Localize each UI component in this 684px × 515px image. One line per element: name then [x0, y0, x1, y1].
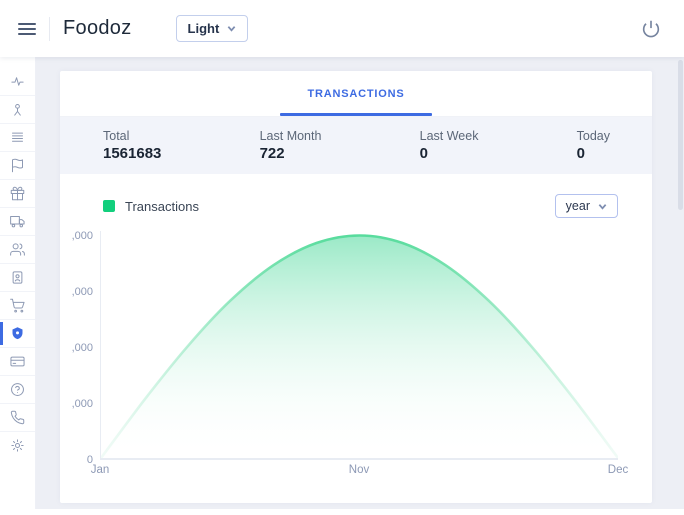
delivery-truck-icon: [10, 216, 25, 228]
sidebar-item-delivery[interactable]: [0, 207, 35, 235]
y-tick-label: ,000: [71, 229, 93, 242]
y-axis: ,000 ,000 ,000 ,000 0: [60, 229, 100, 466]
transactions-area-chart: ,000 ,000 ,000 ,000 0: [60, 229, 618, 466]
customer-icon: [14, 104, 21, 116]
plot-area: [100, 231, 618, 460]
stat-value: 0: [576, 145, 585, 162]
area-series: [101, 234, 618, 458]
y-tick-label: ,000: [71, 341, 93, 354]
page-body: TRANSACTIONS Total 1561683 Last Month 72…: [0, 57, 684, 509]
stats-row: Total 1561683 Last Month 722 Last Week 0…: [60, 117, 652, 174]
theme-dropdown[interactable]: Light: [175, 15, 249, 42]
security-shield-icon: [12, 327, 23, 340]
gift-icon: [10, 186, 25, 201]
stat-label: Total: [103, 129, 130, 143]
y-tick-label: ,000: [71, 397, 93, 410]
sidebar-item-support[interactable]: [0, 403, 35, 431]
theme-dropdown-value: Light: [187, 21, 220, 36]
chart-section: Transactions year ,000 ,000: [60, 174, 652, 503]
cart-icon: [10, 298, 25, 313]
power-icon[interactable]: [640, 18, 662, 40]
flag-icon: [12, 158, 23, 173]
stat-value: 0: [419, 145, 428, 162]
legend-label: Transactions: [125, 198, 199, 214]
sidebar-item-offers[interactable]: [0, 179, 35, 207]
y-tick-label: 0: [86, 454, 93, 466]
user-badge-icon: [12, 271, 23, 284]
chevron-down-icon: [598, 202, 607, 211]
x-tick-label: Jan: [90, 464, 110, 476]
main-content: TRANSACTIONS Total 1561683 Last Month 72…: [36, 57, 684, 509]
page-scrollbar[interactable]: [678, 60, 683, 210]
top-bar: Foodoz Light: [0, 0, 684, 57]
tab-transactions[interactable]: TRANSACTIONS: [307, 87, 405, 100]
sidebar-item-reports[interactable]: [0, 151, 35, 179]
sidebar-item-customers[interactable]: [0, 95, 35, 123]
sidebar-item-accounts[interactable]: [0, 263, 35, 291]
range-dropdown-value: year: [565, 199, 590, 213]
stat-last-week: Last Week 0: [420, 129, 479, 162]
sidebar-item-staff[interactable]: [0, 235, 35, 263]
app-title: Foodoz: [63, 17, 132, 39]
x-tick-label: Nov: [348, 464, 370, 476]
sidebar-item-help[interactable]: [0, 375, 35, 403]
range-dropdown[interactable]: year: [554, 194, 618, 218]
sidebar: [0, 57, 36, 509]
y-tick-label: ,000: [71, 285, 93, 298]
orders-list-icon: [12, 132, 23, 142]
stat-value: 1561683: [103, 145, 162, 162]
help-icon: [11, 383, 24, 396]
support-call-icon: [10, 410, 25, 425]
sidebar-item-activity[interactable]: [0, 67, 35, 95]
transactions-card: TRANSACTIONS Total 1561683 Last Month 72…: [60, 71, 652, 503]
activity-icon: [11, 76, 24, 86]
sidebar-item-cart[interactable]: [0, 291, 35, 319]
active-tab-indicator: [280, 113, 432, 116]
x-tick-label: Dec: [607, 464, 629, 476]
legend-swatch-icon: [103, 200, 115, 212]
stat-total: Total 1561683: [103, 129, 161, 162]
stat-label: Today: [576, 129, 610, 143]
stat-label: Last Week: [419, 129, 479, 143]
stat-value: 722: [259, 145, 285, 162]
payment-card-icon: [10, 356, 25, 367]
x-axis: Jan Nov Dec: [91, 464, 629, 486]
staff-icon: [10, 243, 25, 256]
stat-label: Last Month: [259, 129, 322, 143]
chart-header: Transactions year: [60, 192, 618, 220]
chevron-down-icon: [227, 24, 236, 33]
sidebar-item-security[interactable]: [0, 319, 35, 347]
sidebar-item-settings[interactable]: [0, 431, 35, 459]
topbar-divider: [49, 16, 50, 41]
stat-last-month: Last Month 722: [260, 129, 322, 162]
sidebar-item-payments[interactable]: [0, 347, 35, 375]
menu-icon[interactable]: [18, 22, 36, 35]
settings-icon: [11, 439, 24, 452]
sidebar-item-orders[interactable]: [0, 123, 35, 151]
chart-legend: Transactions: [103, 199, 199, 214]
tab-bar: TRANSACTIONS: [60, 71, 652, 117]
stat-today: Today 0: [577, 129, 610, 162]
